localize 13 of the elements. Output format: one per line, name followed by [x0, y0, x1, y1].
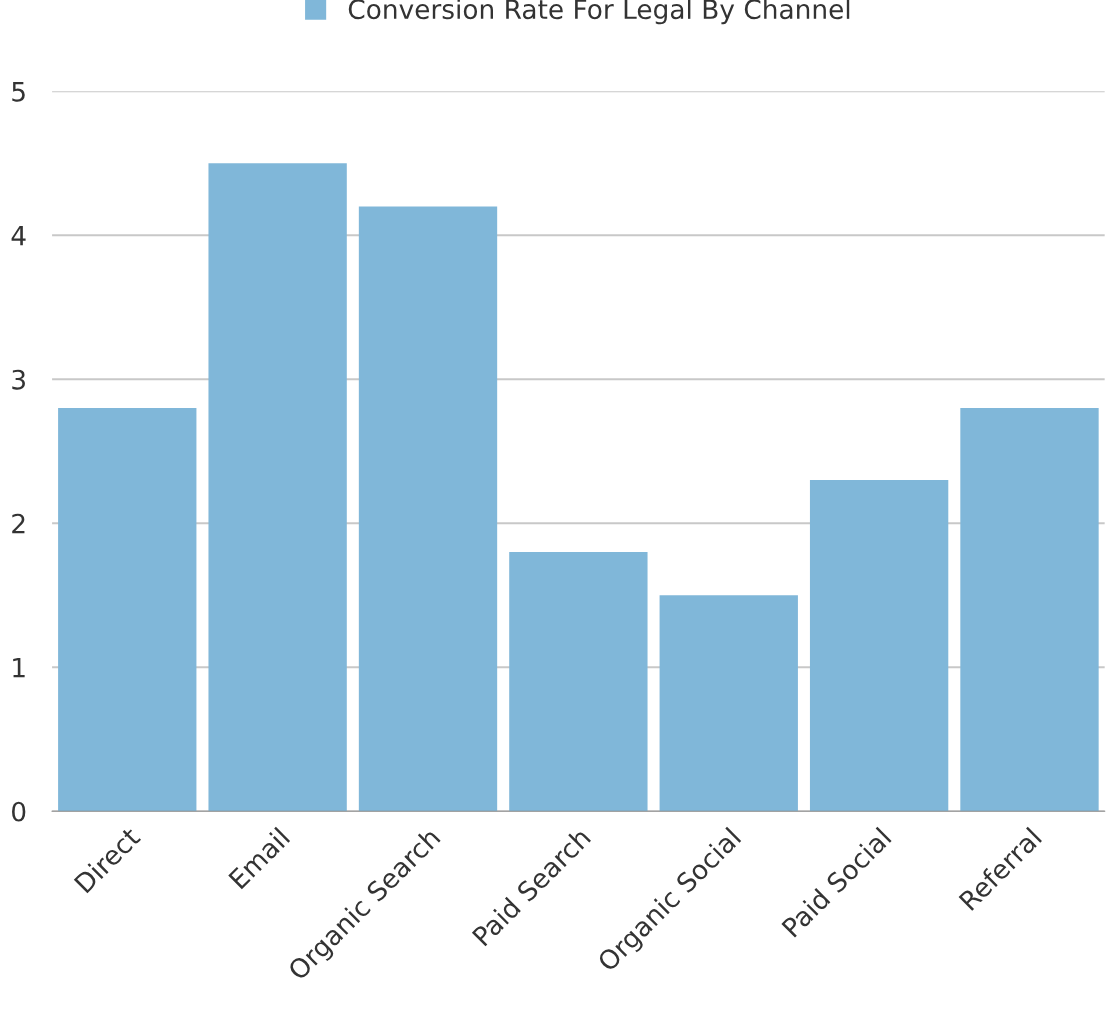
bar [208, 163, 347, 812]
bar [960, 408, 1099, 812]
y-tick-label: 4 [11, 226, 26, 246]
bar [809, 480, 949, 812]
y-tick-label: 1 [13, 658, 25, 678]
y-tick-label: 5 [12, 82, 25, 102]
bar [659, 595, 798, 812]
y-tick-label: 2 [12, 513, 25, 534]
bar [58, 408, 197, 812]
y-tick-label: 0 [12, 801, 26, 822]
bar [358, 206, 498, 812]
bar [509, 552, 648, 812]
y-tick-label: 3 [12, 369, 25, 390]
